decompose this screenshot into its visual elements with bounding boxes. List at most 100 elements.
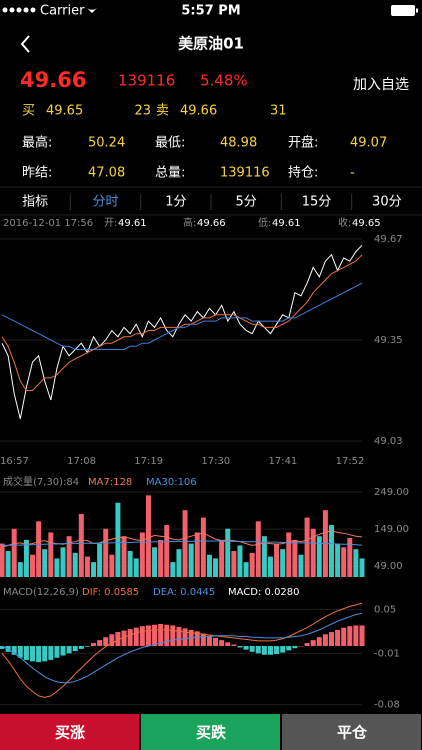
bar: [60, 646, 66, 656]
info-value: 49.61: [118, 218, 147, 229]
bar: [127, 629, 133, 646]
legend-entry: DEA: 0.0445: [153, 587, 215, 598]
chart-title: 成交量(7,30):84: [3, 475, 79, 488]
action-label[interactable]: 平仓: [337, 724, 368, 742]
bar: [91, 562, 97, 577]
bar: [17, 646, 23, 658]
action-label[interactable]: 买涨: [55, 724, 85, 742]
bar: [280, 549, 286, 577]
series-line: [1, 244, 363, 420]
bar: [97, 543, 103, 577]
bar: [347, 626, 353, 646]
bar: [127, 551, 133, 577]
bar: [72, 646, 78, 652]
bar: [249, 646, 255, 652]
bar: [341, 547, 347, 577]
bar: [54, 646, 60, 658]
stat-label: 总量:: [155, 166, 185, 181]
bar: [30, 554, 36, 577]
stat-label: 开盘:: [288, 135, 318, 151]
stats: 最高: 50.24 最低: 48.98 开盘: 49.07 昨结: 47.08 总量: 13911…: [22, 135, 387, 181]
add-watchlist[interactable]: 加入自选: [353, 77, 409, 93]
bar: [274, 543, 280, 577]
tab[interactable]: 分时: [92, 195, 118, 210]
tab[interactable]: 15分: [302, 195, 332, 210]
bar: [328, 632, 334, 646]
bar: [103, 528, 109, 577]
bar: [213, 558, 219, 577]
stat-value: 50.24: [88, 136, 125, 151]
bar: [97, 640, 103, 646]
bar: [316, 536, 322, 577]
bar-info: 2016-12-01 17:56 开: 49.61 高: 49.66 低: 49.61 收: 4…: [3, 216, 381, 229]
bar: [213, 637, 219, 646]
bar: [219, 539, 225, 577]
series-line: [1, 530, 363, 548]
bar: [0, 543, 5, 577]
bar: [60, 547, 66, 577]
x-tick-label: 16:57: [0, 456, 29, 467]
bar: [328, 525, 334, 577]
bar: [206, 554, 212, 577]
bar: [23, 646, 29, 660]
back-button[interactable]: [20, 35, 30, 53]
y-tick-label: 249.00: [374, 487, 409, 498]
bar: [152, 547, 158, 577]
bar: [164, 525, 170, 577]
bar: [310, 640, 316, 646]
tab[interactable]: 30分: [372, 195, 402, 210]
bar: [206, 635, 212, 646]
series-line: [1, 602, 363, 698]
bar: [237, 545, 243, 577]
legend-entry: MA7:128: [88, 477, 132, 488]
info-label: 高:: [183, 216, 196, 229]
bar: [243, 562, 249, 577]
bar: [5, 551, 11, 577]
bar: [292, 646, 298, 649]
action-button[interactable]: [0, 714, 139, 750]
bar: [158, 539, 164, 577]
bid-price: 49.65: [46, 104, 83, 119]
action-button[interactable]: [141, 714, 280, 750]
bar: [158, 624, 164, 646]
x-tick-label: 17:52: [336, 456, 365, 467]
tab[interactable]: 1分: [165, 195, 186, 210]
bar: [48, 532, 54, 577]
bar: [243, 646, 249, 650]
bar: [322, 634, 328, 646]
y-tick-label: 0.05: [374, 604, 396, 615]
legend-entry: MACD: 0.0280: [228, 587, 300, 598]
ask-size: 31: [270, 104, 287, 119]
bar: [249, 552, 255, 577]
bar: [194, 631, 200, 646]
action-button[interactable]: [282, 714, 421, 750]
bar: [17, 562, 23, 577]
ask-price: 49.66: [180, 104, 217, 119]
bar: [286, 532, 292, 577]
legend-entry: MA30:106: [146, 477, 197, 488]
bar: [133, 627, 139, 646]
ask-label: 卖: [156, 104, 169, 119]
bar: [109, 554, 115, 577]
series-line: [1, 254, 363, 391]
action-label[interactable]: 买跌: [196, 724, 227, 742]
chart-title: MACD(12,26,9): [3, 587, 79, 598]
bar: [200, 517, 206, 577]
info-value: 49.66: [197, 218, 226, 229]
stat-value: 47.08: [88, 166, 125, 181]
tab[interactable]: 5分: [236, 195, 257, 210]
bar: [139, 626, 145, 646]
x-tick-label: 17:41: [268, 456, 297, 467]
bar: [0, 646, 5, 649]
tab[interactable]: 指标: [22, 195, 48, 210]
bar: [341, 627, 347, 646]
bar: [170, 625, 176, 646]
bar: [267, 646, 273, 655]
bar: [188, 543, 194, 577]
stat-value: 49.07: [350, 136, 387, 151]
info-value: 49.61: [272, 218, 301, 229]
bar: [48, 646, 54, 660]
